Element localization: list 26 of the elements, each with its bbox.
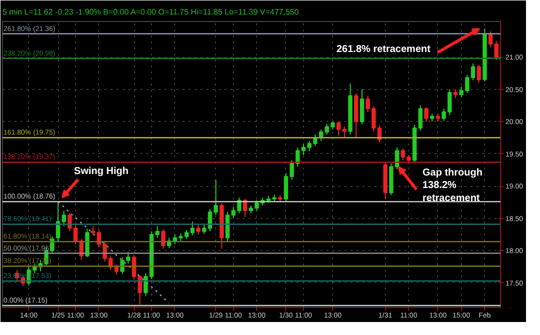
candlestick <box>62 210 66 227</box>
annotation: 261.8% retracement <box>336 44 432 55</box>
candlestick <box>453 88 458 99</box>
line-series <box>57 201 170 304</box>
candlestick <box>307 140 312 152</box>
candlestick <box>155 226 160 238</box>
candlestick <box>68 212 72 232</box>
candlestick <box>196 224 200 236</box>
candlestick <box>418 104 423 132</box>
annotation: Swing High <box>74 166 128 178</box>
chart-subtitle: 5 min L=11.62 -0.23 -1.90% B=0.00 A=0.00 O=11.75 Hi=11.85 Lo=11.39 V=477,550 <box>2 8 300 16</box>
annotation: Gap through 138.2% retracement <box>422 168 482 204</box>
candlestick <box>190 221 195 236</box>
candlestick <box>90 226 96 236</box>
candlestick <box>336 121 341 136</box>
candlestick <box>73 224 78 245</box>
candlestick <box>184 230 189 240</box>
candlestick <box>360 88 364 125</box>
candlestick <box>161 228 166 250</box>
candlestick <box>424 106 428 122</box>
candlestick <box>342 126 347 138</box>
candlestick <box>225 211 230 242</box>
candlestick <box>476 64 481 84</box>
candlestick <box>254 200 259 212</box>
candlestick <box>488 30 493 48</box>
candlestick <box>494 40 499 61</box>
